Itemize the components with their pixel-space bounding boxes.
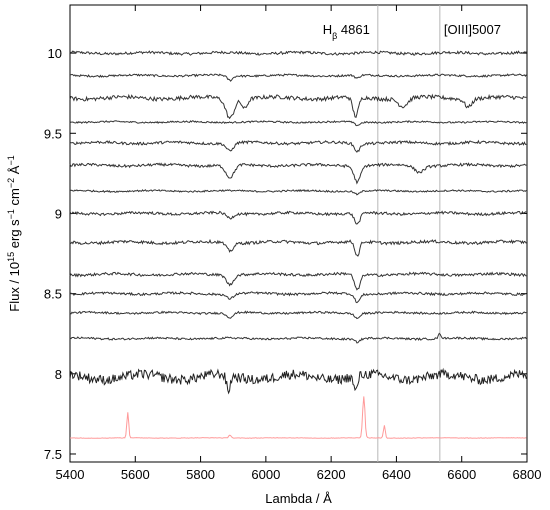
spectrum-line-11 — [69, 310, 527, 320]
y-axis-label-sup: −1 — [6, 209, 16, 219]
x-tick-label: 5600 — [121, 467, 150, 482]
spectrum-line-6 — [69, 188, 527, 196]
x-tick-label: 5400 — [56, 467, 85, 482]
spectrum-line-5 — [69, 162, 527, 185]
x-tick-label: 6000 — [251, 467, 280, 482]
plot-frame — [69, 4, 528, 463]
y-axis-label: Flux / 1015 erg s−1 cm−2 Å−1 — [6, 155, 22, 311]
h-beta-label-main: H — [323, 22, 332, 37]
x-axis-label: Lambda / Å — [265, 491, 332, 506]
x-tick-label: 5800 — [186, 467, 215, 482]
y-tick-label: 8 — [55, 367, 62, 382]
spectrum-line-13 — [69, 367, 527, 395]
spectrum-line-0 — [69, 50, 527, 56]
spectrum-line-14 — [70, 396, 527, 439]
h-beta-label-rest: 4861 — [337, 22, 370, 37]
y-tick-label: 9.5 — [44, 126, 62, 141]
x-tick-label: 6200 — [317, 467, 346, 482]
x-tick-label: 6800 — [513, 467, 542, 482]
y-tick-label: 10 — [48, 46, 62, 61]
y-axis-label-part: Flux / 10 — [7, 262, 22, 312]
spectrum-line-10 — [69, 291, 527, 304]
y-axis-label-sup: 15 — [6, 252, 16, 262]
y-axis-label-sup: −1 — [6, 155, 16, 165]
h-beta-label: Hβ 4861 — [323, 22, 370, 41]
spectrum-line-1 — [69, 73, 527, 82]
spectrum-line-9 — [69, 271, 527, 291]
y-tick-label: 7.5 — [44, 447, 62, 462]
x-tick-label: 6600 — [447, 467, 476, 482]
h-beta-label-sub: β — [332, 31, 337, 41]
axes: 5400 5600 5800 6000 6200 6400 6600 6800 7.5 8 8.5 9… — [6, 4, 542, 506]
x-tick-label: 6400 — [382, 467, 411, 482]
y-tick-label: 8.5 — [44, 287, 62, 302]
spectrum-line-7 — [69, 210, 527, 225]
y-axis-label-part: cm — [7, 188, 22, 209]
spectrum-line-2 — [69, 93, 527, 120]
spectrum-line-4 — [69, 139, 527, 153]
spectrum-line-12 — [69, 332, 527, 344]
series-layer — [69, 5, 527, 462]
spectrum-line-8 — [69, 238, 527, 257]
y-tick-label: 9 — [55, 206, 62, 221]
oiii-label: [OIII]5007 — [444, 22, 501, 37]
spectrum-line-3 — [69, 120, 527, 127]
annotations: Hβ 4861 [OIII]5007 — [323, 22, 501, 41]
y-axis-label-part: erg s — [7, 219, 22, 252]
y-axis-label-part: Å — [7, 165, 22, 178]
y-axis-label-sup: −2 — [6, 178, 16, 188]
